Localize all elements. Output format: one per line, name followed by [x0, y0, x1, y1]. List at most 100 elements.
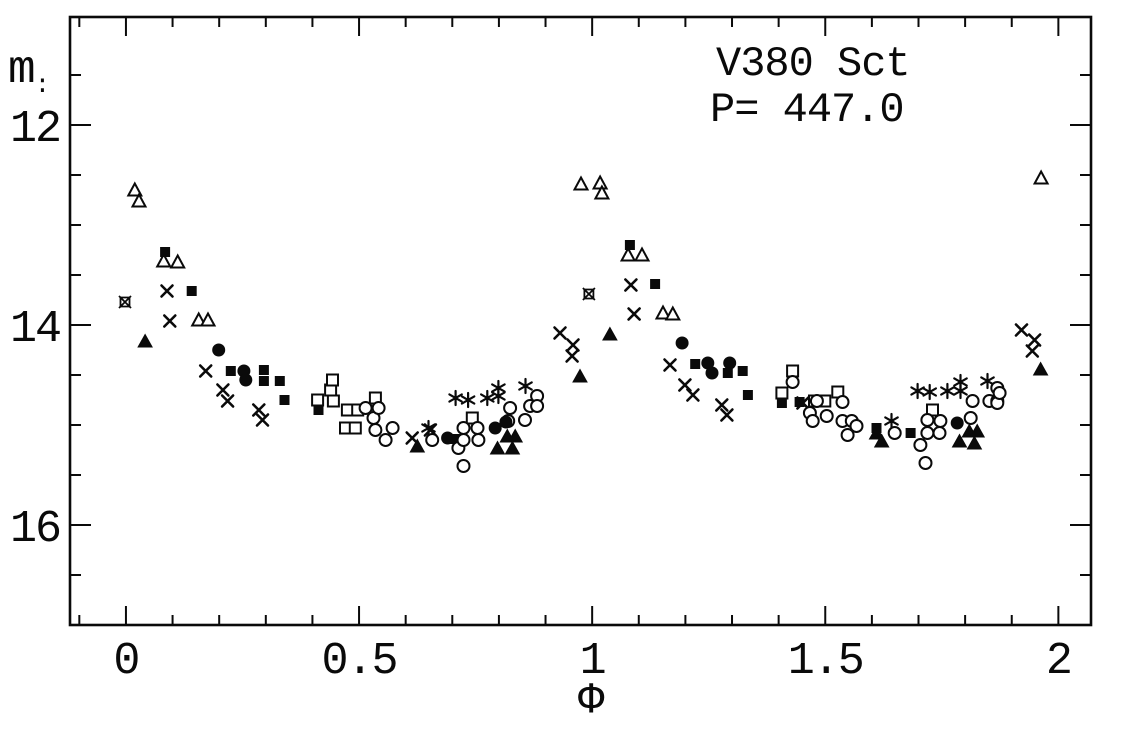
asterisk-marker — [491, 387, 506, 405]
open-circle-marker — [378, 433, 393, 447]
filled-triangle-marker — [969, 423, 986, 438]
filled-square-marker — [160, 247, 171, 257]
open-triangle-marker — [169, 253, 186, 269]
y-axis-label-subscript: : — [34, 70, 51, 100]
y-axis-label-main: m — [8, 44, 36, 96]
filled-triangle-marker — [572, 368, 588, 383]
open-circle-marker — [470, 421, 485, 435]
y-tick-label: 14 — [10, 304, 60, 355]
open-circle-marker — [530, 399, 545, 413]
filled-square-marker — [186, 286, 197, 296]
filled-square-marker — [737, 366, 748, 376]
open-circle-marker — [471, 433, 486, 447]
asterisk-marker — [460, 391, 476, 409]
open-circle-marker — [849, 419, 864, 433]
filled-square-marker — [624, 240, 635, 250]
cross-marker — [216, 383, 230, 397]
open-triangle-marker — [572, 175, 590, 191]
x-axis-label: Φ — [578, 676, 604, 726]
y-tick-label: 16 — [10, 504, 60, 555]
open-circle-marker — [456, 459, 471, 473]
filled-square-marker — [274, 376, 285, 386]
cross-marker — [220, 394, 235, 408]
cross-marker — [198, 364, 213, 378]
open-triangle-marker — [633, 246, 651, 262]
open-circle-marker — [933, 414, 948, 428]
cross-marker — [1027, 333, 1042, 347]
open-circle-marker — [887, 426, 902, 440]
filled-circle-marker — [212, 343, 226, 357]
cross-marker — [1014, 323, 1029, 337]
filled-square-marker — [905, 428, 916, 438]
filled-circle-marker — [705, 366, 719, 380]
open-circle-marker — [932, 426, 947, 440]
y-tick-label: 12 — [10, 104, 60, 155]
filled-square-marker — [258, 365, 269, 375]
period-annotation: P= 447.0 — [710, 86, 905, 134]
asterisk-marker — [910, 382, 925, 400]
filled-triangle-marker — [507, 428, 524, 443]
open-triangle-marker — [664, 305, 681, 321]
filled-triangle-marker — [409, 438, 426, 453]
open-circle-marker — [819, 409, 834, 423]
x-tick-label: 1.5 — [788, 636, 863, 687]
open-circle-marker — [456, 421, 471, 435]
open-circle-marker — [503, 401, 518, 415]
filled-square-marker — [313, 405, 324, 415]
open-circle-marker — [963, 411, 978, 425]
cross-marker — [796, 396, 810, 410]
square-cross-marker — [582, 287, 596, 301]
cross-marker — [160, 284, 174, 298]
open-triangle-marker — [190, 311, 207, 327]
asterisk-marker — [940, 382, 955, 400]
filled-circle-marker — [441, 431, 455, 445]
cross-marker — [405, 431, 420, 445]
filled-triangle-marker — [489, 440, 506, 455]
cross-marker — [663, 358, 677, 372]
open-circle-marker — [913, 438, 928, 452]
filled-triangle-marker — [873, 433, 890, 448]
open-triangle-marker — [593, 184, 611, 200]
cross-marker — [163, 314, 177, 328]
x-tick-label: 0 — [113, 636, 138, 687]
filled-square-marker — [650, 279, 661, 289]
square-cross-marker — [118, 295, 132, 309]
open-circle-marker — [965, 394, 980, 408]
open-circle-marker — [920, 413, 935, 427]
open-circle-marker — [809, 394, 824, 408]
filled-circle-marker — [701, 356, 715, 370]
filled-square-marker — [449, 434, 460, 444]
asterisk-marker — [448, 389, 463, 407]
open-square-marker — [775, 386, 789, 400]
filled-triangle-marker — [1032, 361, 1049, 376]
open-circle-marker — [371, 401, 386, 415]
asterisk-marker — [980, 372, 995, 390]
filled-square-marker — [258, 376, 269, 386]
open-circle-marker — [385, 421, 400, 435]
open-triangle-marker — [126, 181, 143, 197]
cross-marker — [627, 307, 641, 321]
asterisk-marker — [922, 383, 938, 401]
filled-square-marker — [279, 395, 290, 405]
open-square-marker — [311, 393, 325, 407]
open-triangle-marker — [1032, 169, 1050, 185]
asterisk-marker — [479, 389, 495, 407]
open-triangle-marker — [199, 311, 217, 327]
filled-square-marker — [776, 398, 787, 408]
open-circle-marker — [835, 395, 850, 409]
open-triangle-marker — [130, 192, 148, 208]
open-square-marker — [326, 373, 339, 387]
cross-marker — [565, 349, 579, 363]
open-square-marker — [326, 394, 340, 408]
cross-marker — [553, 326, 567, 340]
open-triangle-marker — [155, 252, 172, 268]
open-triangle-marker — [591, 174, 609, 190]
filled-square-marker — [690, 359, 701, 369]
open-triangle-marker — [654, 304, 672, 320]
open-circle-marker — [518, 413, 532, 427]
open-circle-marker — [456, 433, 471, 447]
open-circle-marker — [920, 426, 935, 440]
star-name-title: V380 Sct — [716, 40, 911, 88]
open-circle-marker — [368, 423, 383, 437]
